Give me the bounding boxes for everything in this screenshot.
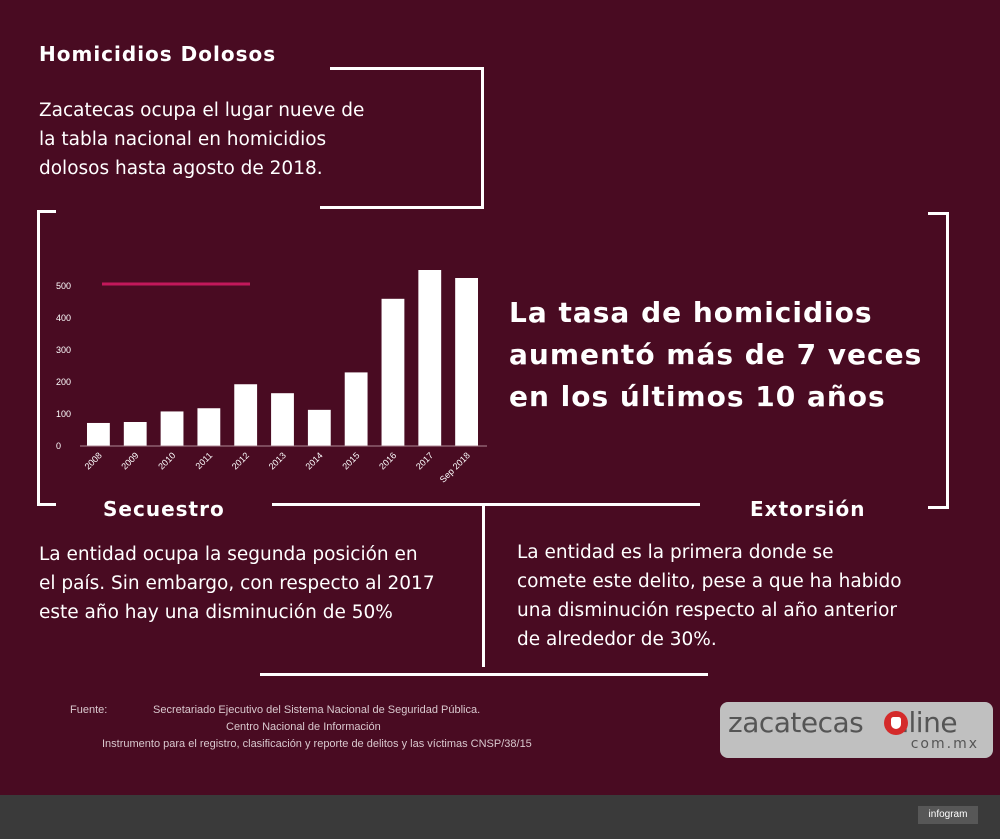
x-tick-label: 2017: [414, 450, 435, 471]
y-tick-label: 300: [56, 345, 71, 355]
x-tick-label: 2013: [267, 450, 288, 471]
y-tick-label: 0: [56, 441, 61, 451]
divider-line: [482, 503, 485, 667]
x-tick-label: 2011: [194, 450, 215, 471]
x-tick-label: 2016: [377, 450, 398, 471]
homicidios-text-line: dolosos hasta agosto de 2018.: [39, 154, 439, 183]
secuestro-text: La entidad ocupa la segunda posición en …: [39, 540, 469, 627]
logo-flame-icon: [884, 711, 908, 735]
y-tick-label: 500: [56, 281, 71, 291]
extorsion-text-line: de alrededor de 30%.: [517, 625, 957, 654]
extorsion-text-line: La entidad es la primera donde se: [517, 538, 957, 567]
bracket-line: [37, 503, 56, 506]
y-tick-label: 200: [56, 377, 71, 387]
extorsion-text-line: comete este delito, pese a que ha habido: [517, 567, 957, 596]
bar-2008[interactable]: [87, 423, 110, 446]
bar-2015[interactable]: [345, 372, 368, 446]
x-tick-label: 2008: [83, 450, 104, 471]
bar-2011[interactable]: [197, 408, 220, 446]
headline-line: La tasa de homicidios: [509, 292, 922, 334]
bracket-line: [946, 212, 949, 509]
bar-2016[interactable]: [382, 299, 405, 446]
homicidios-text-line: la tabla nacional en homicidios: [39, 125, 439, 154]
x-tick-label: 2010: [156, 450, 177, 471]
homicide-bar-chart: 0 100 200 300 400 500 2008 2009 2010 2011 2012 2013…: [40, 255, 500, 495]
x-tick-label: Sep 2018: [438, 450, 472, 484]
secuestro-text-line: La entidad ocupa la segunda posición en: [39, 540, 469, 569]
bracket-line: [320, 206, 484, 209]
source-label: Fuente:: [70, 704, 107, 716]
headline-line: aumentó más de 7 veces: [509, 334, 922, 376]
extorsion-text: La entidad es la primera donde se comete…: [517, 538, 957, 654]
source-line: Centro Nacional de Información: [226, 721, 381, 733]
y-tick-label: 400: [56, 313, 71, 323]
logo-text-left: zacatecas: [728, 706, 863, 739]
x-tick-label: 2015: [340, 450, 361, 471]
bracket-line: [928, 506, 949, 509]
homicidios-heading: Homicidios Dolosos: [39, 42, 276, 66]
bracket-line: [330, 67, 484, 70]
extorsion-text-line: una disminución respecto al año anterior: [517, 596, 957, 625]
bar-sep-2018[interactable]: [455, 278, 478, 446]
bar-2014[interactable]: [308, 410, 331, 446]
source-line: Instrumento para el registro, clasificac…: [102, 738, 532, 750]
divider-line: [260, 673, 708, 676]
x-tick-label: 2014: [303, 450, 324, 471]
homicidios-text: Zacatecas ocupa el lugar nueve de la tab…: [39, 96, 439, 183]
bar-2009[interactable]: [124, 422, 147, 446]
logo-subtext: com.mx: [911, 736, 979, 752]
extorsion-heading: Extorsión: [750, 497, 865, 521]
x-tick-label: 2012: [230, 450, 251, 471]
bar-2012[interactable]: [234, 384, 257, 446]
divider-line: [272, 503, 700, 506]
bar-2017[interactable]: [418, 270, 441, 446]
homicidios-text-line: Zacatecas ocupa el lugar nueve de: [39, 96, 439, 125]
secuestro-text-line: este año hay una disminución de 50%: [39, 598, 469, 627]
secuestro-text-line: el país. Sin embargo, con respecto al 20…: [39, 569, 469, 598]
bar-2013[interactable]: [271, 393, 294, 446]
x-tick-label: 2009: [119, 450, 140, 471]
headline-line: en los últimos 10 años: [509, 376, 922, 418]
bracket-line: [481, 67, 484, 209]
infogram-badge[interactable]: infogram: [918, 806, 978, 824]
y-tick-label: 100: [56, 409, 71, 419]
footer-bar: [0, 795, 1000, 839]
zacatecas-online-logo[interactable]: zacatecasnline com.mx: [720, 702, 993, 758]
bar-2010[interactable]: [161, 411, 184, 446]
source-line: Secretariado Ejecutivo del Sistema Nacio…: [153, 704, 480, 716]
secuestro-heading: Secuestro: [103, 497, 225, 521]
headline: La tasa de homicidios aumentó más de 7 v…: [509, 292, 922, 418]
logo-text: zacatecasnline: [728, 706, 957, 739]
